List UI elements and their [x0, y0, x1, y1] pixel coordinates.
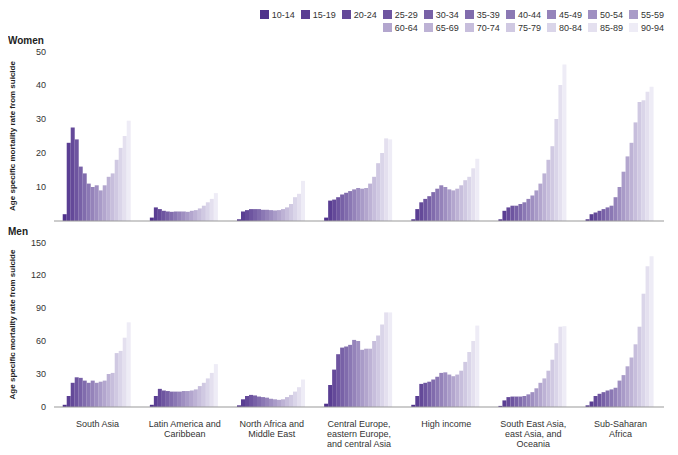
html-text:40-44: 40-44 [517, 9, 541, 20]
svg-text:50: 50 [36, 47, 46, 57]
html-text:Men: Men [8, 226, 28, 237]
html-text:20-24: 20-24 [353, 9, 377, 20]
svg-text:North Africa andMiddle East: North Africa andMiddle East [240, 419, 305, 439]
svg-text:90: 90 [36, 303, 46, 313]
html-text:15-19: 15-19 [312, 9, 336, 20]
html-text:45-49: 45-49 [558, 9, 582, 20]
svg-text:South Asia: South Asia [76, 419, 119, 429]
svg-text:0: 0 [41, 402, 46, 412]
html-text:35-39: 35-39 [476, 9, 500, 20]
svg-text:30: 30 [36, 114, 46, 124]
svg-text:Central Europe,eastern Europe,: Central Europe,eastern Europe,and centra… [327, 419, 391, 447]
svg-text:30: 30 [36, 369, 46, 379]
html-text:75-79: 75-79 [517, 22, 541, 33]
html-text:10-14: 10-14 [271, 9, 295, 20]
html-text:90-94: 90-94 [641, 22, 664, 33]
html-text:85-89: 85-89 [599, 22, 623, 33]
html-text:55-59: 55-59 [641, 9, 664, 20]
svg-text:Latin America andCaribbean: Latin America andCaribbean [149, 419, 221, 439]
html-text:65-69: 65-69 [435, 22, 459, 33]
html-text:80-84: 80-84 [558, 22, 582, 33]
html-text:30-34: 30-34 [435, 9, 459, 20]
svg-text:60: 60 [36, 336, 46, 346]
svg-text:Sub-SaharanAfrica: Sub-SaharanAfrica [594, 419, 647, 439]
svg-text:120: 120 [31, 270, 46, 280]
svg-text:South East Asia,east Asia, and: South East Asia,east Asia, andOceania [500, 419, 566, 447]
html-text:50-54: 50-54 [599, 9, 623, 20]
svg-text:150: 150 [31, 238, 46, 248]
html-text:25-29: 25-29 [394, 9, 418, 20]
svg-text:10: 10 [36, 182, 46, 192]
svg-text:40: 40 [36, 80, 46, 90]
svg-text:Age specific mortality rate fr: Age specific mortality rate from suicide [8, 249, 17, 399]
html-text:70-74: 70-74 [476, 22, 500, 33]
html-text:Women: Women [8, 35, 44, 46]
svg-text:High income: High income [421, 419, 471, 429]
svg-text:20: 20 [36, 148, 46, 158]
html-text:60-64: 60-64 [394, 22, 418, 33]
svg-text:Age specific mortality rate fr: Age specific mortality rate from suicide [8, 61, 17, 211]
